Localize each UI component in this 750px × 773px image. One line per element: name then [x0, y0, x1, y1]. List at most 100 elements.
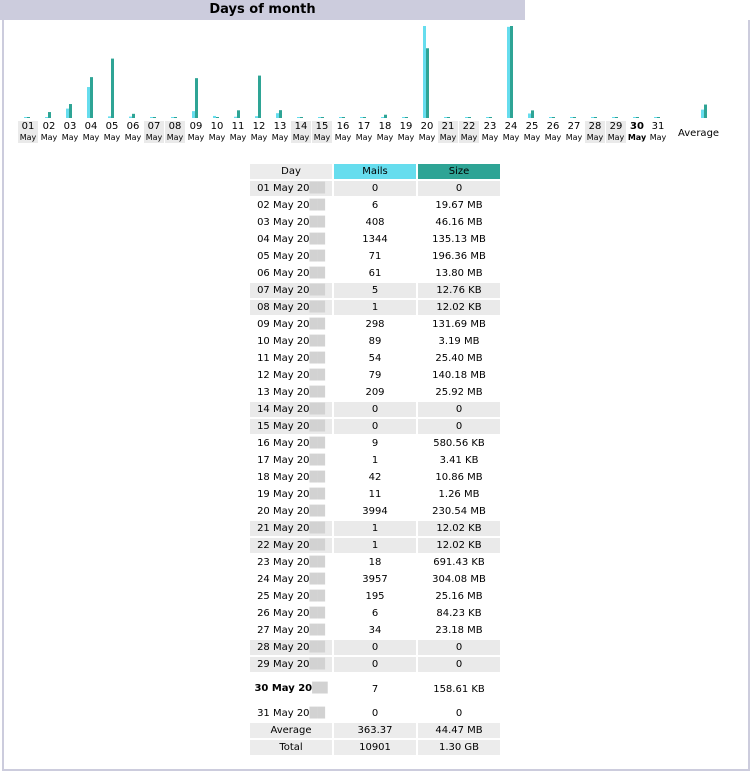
redacted-year: ██: [309, 285, 325, 296]
table-row: 06 May 20██ 61 13.80 MB: [250, 266, 500, 281]
table-row: 30 May 20██ 7 158.61 KB: [250, 674, 500, 704]
mails-cell: 408: [365, 217, 385, 228]
day-number: 27: [567, 121, 581, 132]
day-number: 29: [609, 121, 623, 132]
bar-size: [69, 104, 72, 118]
redacted-year: ██: [309, 387, 325, 398]
month-label: May: [418, 133, 436, 142]
month-label: May: [523, 133, 541, 142]
average-row: Average 363.37 44.47 MB: [250, 723, 500, 738]
redacted-year: ██: [312, 683, 328, 694]
mails-cell: 11: [368, 489, 382, 500]
day-number: 21: [441, 121, 455, 132]
redacted-year: ██: [309, 523, 325, 534]
day-number: 24: [504, 121, 518, 132]
bar-size: [531, 110, 534, 118]
day-label: 12 May: [249, 121, 269, 143]
bar-mails: [591, 117, 594, 118]
day-cell: 17 May 20██: [257, 455, 325, 466]
table-row: 21 May 20██ 1 12.02 KB: [250, 521, 500, 536]
day-label: 04 May: [81, 121, 101, 143]
redacted-year: ██: [309, 234, 325, 245]
size-cell: 12.02 KB: [418, 300, 500, 315]
redacted-year: ██: [309, 489, 325, 500]
day-cell: 04 May 20██: [257, 234, 325, 245]
size-cell: 140.18 MB: [432, 370, 486, 381]
bar-mails: [318, 117, 321, 118]
month-label: May: [565, 133, 583, 142]
bar-size: [426, 48, 429, 118]
mails-cell: 89: [368, 336, 382, 347]
redacted-year: ██: [309, 336, 325, 347]
bar-size: [573, 117, 576, 118]
day-label: 23 May: [480, 121, 500, 143]
bar-mails: [423, 26, 426, 118]
day-cell: 21 May 20██: [250, 521, 332, 536]
month-label: May: [271, 133, 289, 142]
month-label: May: [187, 133, 205, 142]
day-cell: 11 May 20██: [257, 353, 325, 364]
bar-mails: [297, 117, 300, 118]
bar-size: [384, 114, 387, 118]
day-label: 29 May: [606, 121, 626, 143]
bar-mails: [654, 117, 657, 118]
month-label: May: [439, 133, 457, 142]
bar-size: [237, 110, 240, 118]
bar-size: [90, 77, 93, 118]
day-number: 22: [462, 121, 476, 132]
day-number: 26: [546, 121, 560, 132]
table-row: 29 May 20██ 0 0: [250, 657, 500, 672]
day-number: 06: [126, 121, 140, 132]
mails-cell: 0: [334, 419, 416, 434]
day-number: 02: [42, 121, 56, 132]
size-cell: 46.16 MB: [435, 217, 483, 228]
table-row: 31 May 20██ 0 0: [250, 706, 500, 721]
redacted-year: ██: [309, 591, 325, 602]
bar-mails: [66, 108, 69, 118]
day-label: 07 May: [144, 121, 164, 143]
day-number: 04: [84, 121, 98, 132]
day-number: 25: [525, 121, 539, 132]
table-row: 25 May 20██ 195 25.16 MB: [250, 589, 500, 604]
day-cell: 23 May 20██: [257, 557, 325, 568]
chart-average-label: Average: [678, 128, 720, 139]
header-size: Size: [418, 164, 500, 179]
table-row: 20 May 20██ 3994 230.54 MB: [250, 504, 500, 519]
bar-mails: [612, 117, 615, 118]
size-cell: 0: [418, 181, 500, 196]
month-label: May: [649, 133, 667, 142]
mails-cell: 42: [368, 472, 382, 483]
bar-mails: [24, 117, 27, 118]
redacted-year: ██: [309, 404, 325, 415]
mails-cell: 34: [368, 625, 382, 636]
redacted-year: ██: [309, 319, 325, 330]
size-cell: 196.36 MB: [432, 251, 486, 262]
size-cell: 19.67 MB: [435, 200, 483, 211]
day-number: 08: [168, 121, 182, 132]
day-label: 20 May: [417, 121, 437, 143]
size-cell: 304.08 MB: [432, 574, 486, 585]
table-row: 23 May 20██ 18 691.43 KB: [250, 555, 500, 570]
bar-size: [48, 112, 51, 118]
mails-cell: 1: [334, 538, 416, 553]
header-day: Day: [250, 164, 332, 179]
size-cell: 691.43 KB: [433, 557, 485, 568]
bar-size: [510, 26, 513, 118]
table-row: 27 May 20██ 34 23.18 MB: [250, 623, 500, 638]
table-header-row: Day Mails Size: [250, 164, 500, 179]
table-row: 08 May 20██ 1 12.02 KB: [250, 300, 500, 315]
bar-size: [363, 117, 366, 118]
table-row: 02 May 20██ 6 19.67 MB: [250, 198, 500, 213]
size-cell: 10.86 MB: [435, 472, 483, 483]
day-label: 11 May: [228, 121, 248, 143]
mails-cell: 1: [334, 521, 416, 536]
average-mails: 363.37: [334, 723, 416, 738]
size-cell: 25.16 MB: [435, 591, 483, 602]
section-title: Days of month: [0, 0, 525, 20]
total-mails: 10901: [334, 740, 416, 755]
redacted-year: ██: [309, 557, 325, 568]
mails-cell: 9: [371, 438, 379, 449]
day-label: 25 May: [522, 121, 542, 143]
day-number: 19: [399, 121, 413, 132]
bar-mails: [276, 113, 279, 118]
